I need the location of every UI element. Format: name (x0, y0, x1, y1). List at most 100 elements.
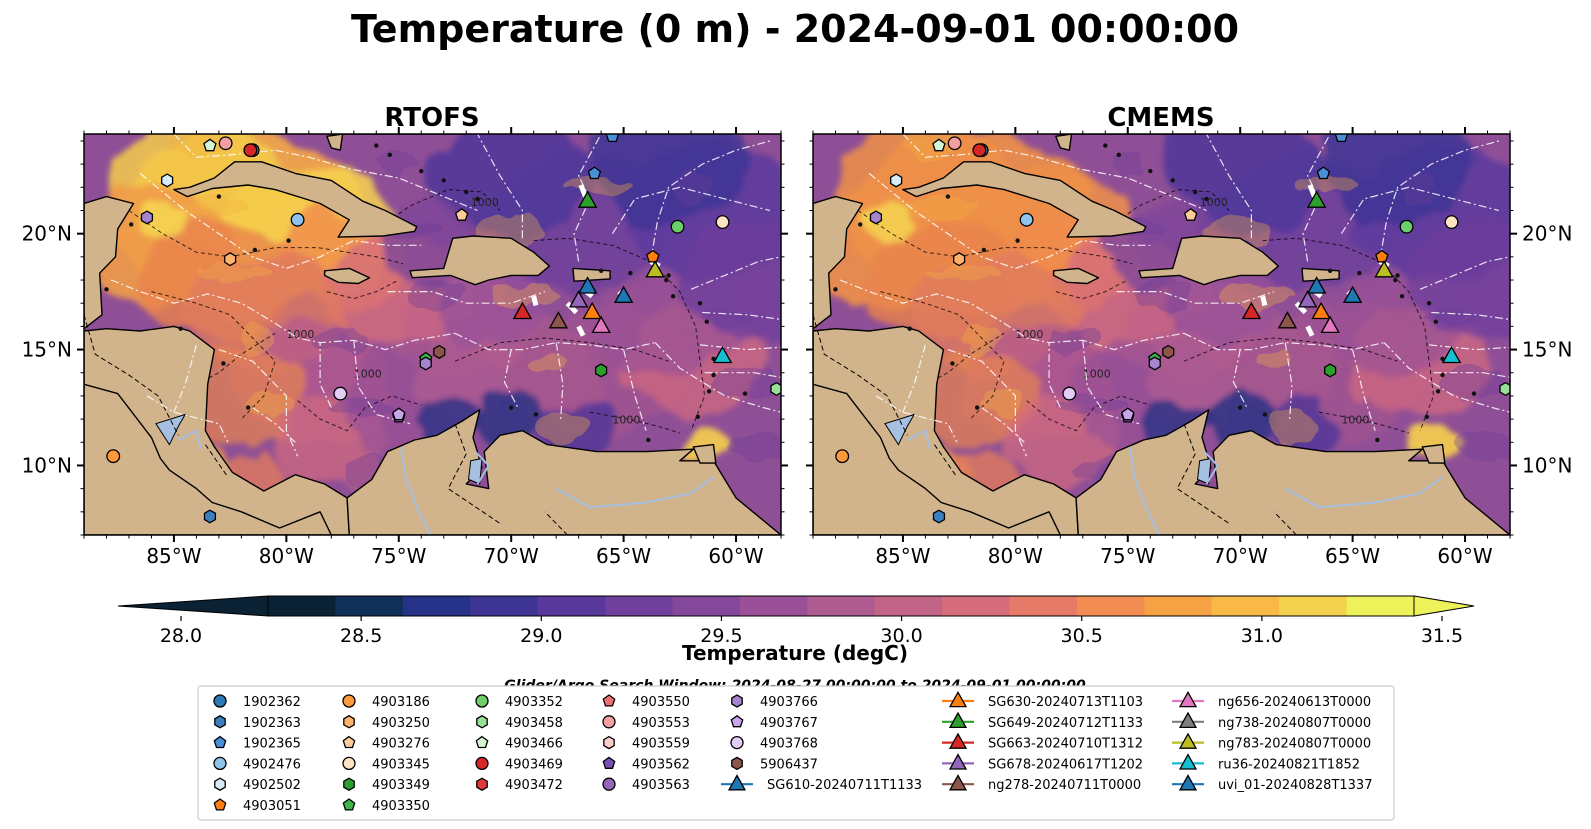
land-hisp (1138, 235, 1280, 286)
islet (419, 168, 424, 174)
legend-label: 4903768 (760, 737, 818, 752)
eez-boundary (1116, 291, 1275, 304)
islet (742, 391, 748, 396)
argo-marker-4903766 (419, 356, 432, 371)
temperature-eddy (1268, 410, 1315, 443)
islet (1393, 277, 1398, 283)
legend-marker (731, 694, 743, 708)
argo-marker-4903186 (835, 449, 850, 464)
legend-marker (343, 715, 355, 729)
temperature-eddy (380, 152, 417, 177)
islet (1426, 301, 1432, 306)
eez-boundary (611, 186, 770, 235)
legend-entry-4903345: 4903345 (342, 756, 430, 772)
isobath-contour (589, 411, 680, 434)
colorbar-swatch (470, 596, 539, 616)
legend-marker (213, 694, 227, 708)
islet (475, 196, 480, 202)
temperature-eddy (539, 410, 586, 443)
temperature-eddy (1109, 152, 1146, 177)
colorbar-swatch (1076, 596, 1145, 616)
legend-entry-ng783-20240807T0000: ng783-20240807T0000 (1172, 732, 1371, 752)
colorbar-tick-label: 28.5 (340, 625, 382, 647)
eez-boundary (319, 342, 332, 408)
legend-label: 4903345 (372, 757, 430, 772)
isobath-label: 1000 (1341, 414, 1369, 427)
islet (858, 222, 863, 227)
islet (245, 405, 251, 410)
river (555, 476, 715, 509)
isobath-contour (454, 337, 669, 362)
argo-marker-1902365 (605, 134, 620, 143)
argo-marker-4903469 (243, 143, 258, 158)
islet (387, 152, 392, 158)
legend-entry-1902362: 1902362 (213, 694, 301, 710)
argo-marker-4903276 (1183, 207, 1198, 221)
glider-marker-ng278-20240711T0000 (1277, 311, 1298, 329)
isobath-contour (1262, 237, 1435, 431)
islet (695, 414, 701, 419)
legend-marker (1178, 774, 1198, 791)
land-pacific_sliver (813, 383, 1061, 535)
eez-boundary (1433, 372, 1510, 378)
colorbar-swatch (605, 596, 673, 616)
land-hisp (409, 235, 551, 286)
legend-marker (727, 774, 747, 791)
isobath-contour (1183, 337, 1398, 362)
legend-label: 1902365 (243, 737, 301, 752)
legend-label: 4902476 (243, 757, 301, 772)
eez-boundary (700, 344, 781, 351)
islet (1148, 168, 1153, 174)
colorbar-swatch (874, 596, 943, 616)
legend-marker (948, 732, 968, 749)
lon-tick-label: 65°W (596, 544, 651, 568)
legend-label: 1902362 (243, 695, 301, 710)
land-border (84, 314, 568, 535)
colorbar-swatch (1009, 596, 1078, 616)
land-pacific_sliver (84, 383, 332, 535)
map-panel-cmems: CMEMS 1000 1000 1000 1000 85°W 80°W 75°W 70°W 6… (806, 103, 1572, 568)
eez-boundary (1431, 311, 1510, 320)
glider-marker-uvi_01-20240828T1337 (577, 276, 598, 294)
legend-marker (342, 694, 356, 708)
legend-marker (730, 735, 744, 750)
legend-frame (197, 685, 1395, 821)
lon-tick-label: 70°W (1213, 544, 1268, 568)
argo-marker-4903766 (869, 210, 883, 225)
legend-label: 4903562 (632, 757, 690, 772)
legend-marker (731, 756, 743, 771)
eez-boundary (503, 349, 519, 408)
islet (374, 143, 379, 148)
temperature-eddy (1045, 328, 1102, 353)
glider-track (1305, 325, 1315, 337)
legend-label: 4903349 (372, 778, 430, 793)
islet (1395, 273, 1400, 278)
legend-label: 4903250 (372, 716, 430, 731)
glider-marker-ru36-20240821T1852 (1441, 345, 1462, 364)
islet (1375, 437, 1380, 443)
isobath-label: 1000 (1015, 328, 1043, 341)
argo-marker-4903250 (953, 252, 966, 267)
eez-boundary (654, 342, 781, 413)
temperature-eddy (565, 176, 632, 193)
argo-marker-4903352 (1399, 219, 1414, 234)
land-bah1 (326, 134, 344, 151)
argo-marker-4902502 (890, 173, 903, 188)
glider-marker-SG663-20240710T1312 (1241, 301, 1262, 320)
argo-marker-4903469 (972, 143, 987, 158)
argo-marker-4903458 (770, 381, 781, 397)
colorbar-tick-label: 29.5 (700, 625, 742, 647)
argo-marker-4903767 (1121, 407, 1135, 421)
colorbar-swatch (739, 596, 808, 616)
islet (706, 389, 712, 394)
glider-marker-SG663-20240710T1312 (512, 301, 533, 320)
islet (1015, 238, 1020, 243)
islet (1116, 152, 1121, 158)
legend-entry-4903550: 4903550 (602, 694, 690, 710)
legend-marker (475, 694, 489, 708)
river (177, 429, 202, 450)
lat-tick-label: 20°N (1522, 222, 1572, 246)
lake (884, 413, 916, 446)
colorbar-swatch (1144, 596, 1213, 616)
glider-marker-SG649-20240712T1133 (577, 190, 598, 208)
